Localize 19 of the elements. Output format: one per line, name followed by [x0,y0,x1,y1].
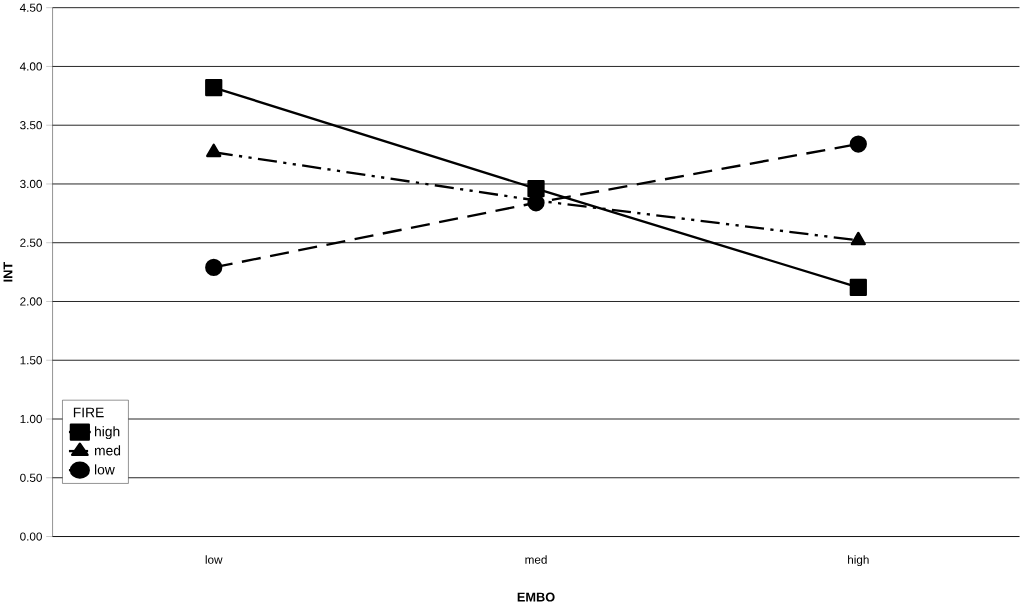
y-tick-label: 0.50 [20,473,42,482]
y-tick-label: 4.50 [19,3,42,12]
x-axis-title: EMBO [517,592,555,602]
y-tick-label: 1.50 [20,356,42,365]
legend-label: high [95,426,120,440]
legend-label: low [94,464,115,475]
y-axis-title: INT [3,261,13,282]
y-tick-label: 3.00 [20,179,42,189]
y-tick-label: 2.50 [20,238,42,247]
legend-title: FIRE [73,407,104,418]
y-tick-label: 1.00 [20,414,42,424]
y-tick-label: 2.00 [20,297,42,306]
y-tick-label: 0.00 [20,532,42,541]
y-tick-label: 4.00 [19,62,42,71]
x-tick-label: high [848,555,869,567]
legend-label: med [94,445,121,456]
y-tick-label: 3.50 [20,120,42,130]
x-tick-label: med [525,555,547,564]
x-tick-label: low [205,555,223,564]
